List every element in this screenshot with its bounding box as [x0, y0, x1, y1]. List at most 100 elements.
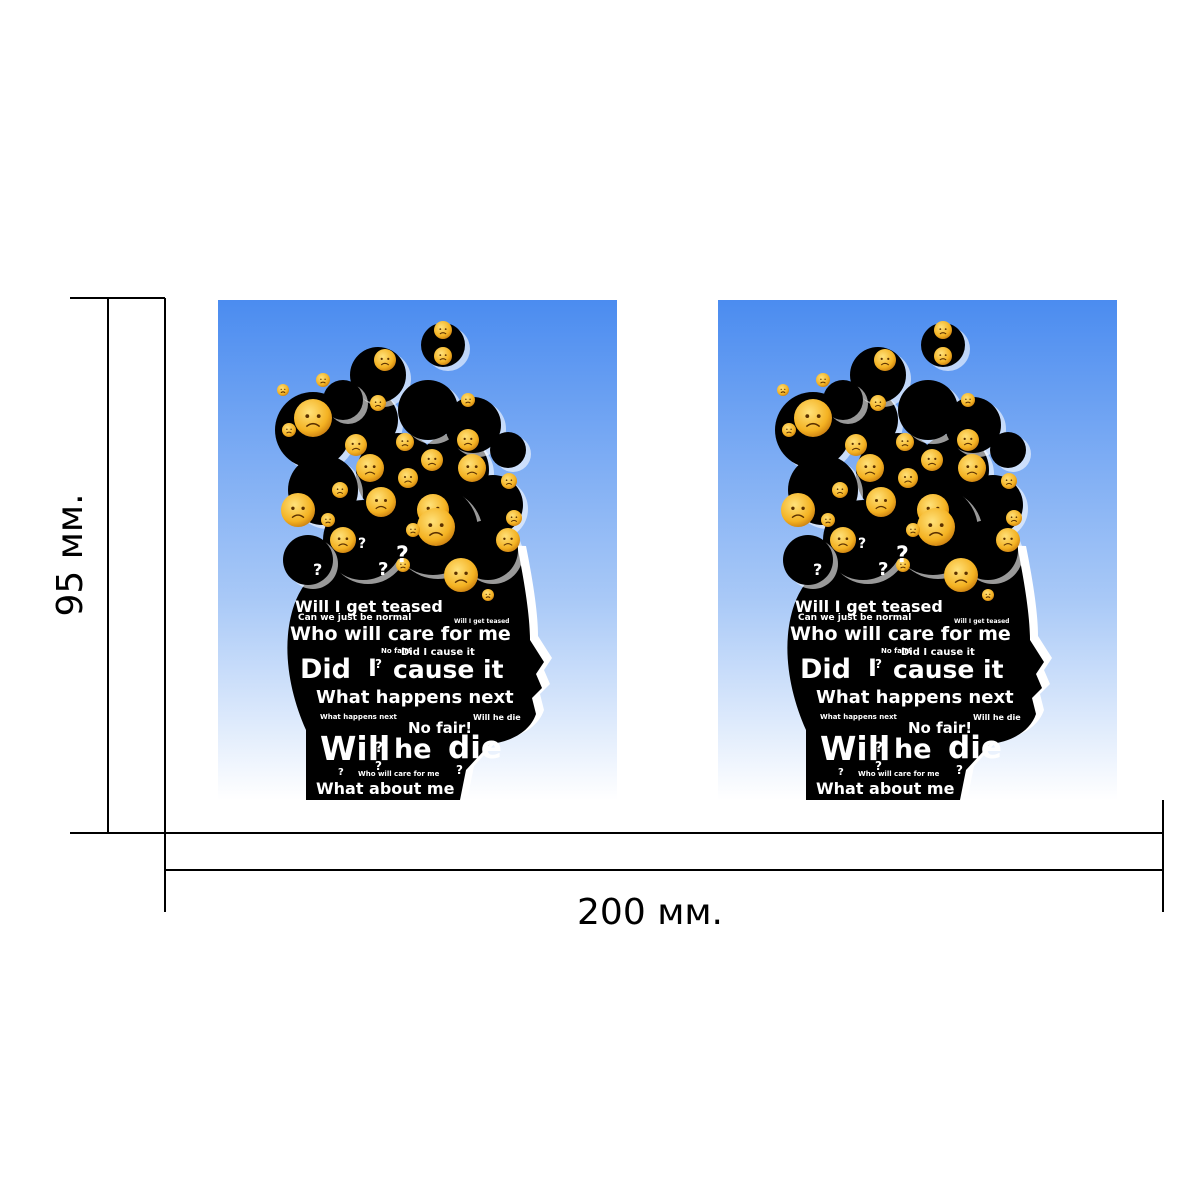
emoji-eye [939, 523, 944, 527]
emoji-eye [906, 440, 909, 442]
head-silhouette [787, 544, 1044, 800]
emoji-mouth [927, 462, 937, 466]
emoji-mouth [400, 566, 406, 569]
emoji-eye [939, 328, 942, 330]
emoji-eye [880, 357, 883, 360]
emoji-mouth [965, 401, 971, 404]
emoji-eye [489, 593, 491, 595]
emoji-eye [841, 488, 844, 490]
emoji-eye [374, 401, 377, 403]
phrase: Will I get teased [295, 597, 443, 616]
phrase: ? [378, 559, 388, 580]
emoji-mouth [820, 381, 826, 384]
emoji-eye [375, 499, 378, 502]
emoji-eye [404, 563, 406, 565]
emoji-face [845, 434, 867, 456]
emoji-eye [404, 476, 406, 478]
emoji-face [332, 482, 348, 498]
emoji-eye [791, 506, 795, 510]
emoji-face [356, 454, 384, 482]
puzzle-piece [898, 380, 958, 440]
emoji-face [906, 523, 920, 537]
emoji-face [996, 528, 1020, 552]
emoji-eye [784, 388, 786, 390]
emoji-eye [829, 518, 831, 520]
emoji-face [396, 558, 410, 572]
phrase: What happens next [816, 687, 1014, 708]
emoji-face [921, 449, 943, 471]
emoji-eye [465, 398, 467, 400]
emoji-eye [820, 378, 822, 380]
emoji-face [934, 321, 952, 339]
emoji-mouth [325, 521, 331, 524]
emoji-mouth [466, 471, 478, 475]
phrase: Can we just be normal [798, 613, 911, 623]
emoji-eye [406, 440, 409, 442]
emoji-mouth [375, 505, 387, 510]
phrase: ? [396, 543, 409, 568]
emoji-eye [414, 528, 416, 530]
emoji-face [417, 508, 455, 546]
emoji-face [366, 487, 396, 517]
phrase: die [448, 730, 502, 766]
emoji-eye [439, 354, 442, 356]
phrase: ? [313, 560, 322, 579]
emoji-mouth [954, 579, 968, 584]
phrase: die [948, 730, 1002, 766]
emoji-mouth [465, 401, 471, 404]
emoji-eye [780, 388, 782, 390]
emoji-face [444, 558, 478, 592]
emoji-mouth [463, 442, 473, 446]
emoji-eye [939, 354, 942, 356]
emoji-mouth [939, 358, 947, 361]
emoji-mouth [928, 531, 944, 537]
phrase: Did [300, 654, 351, 685]
phrase: What about me [316, 779, 455, 798]
phrase: ? [375, 759, 382, 773]
emoji-mouth [503, 543, 513, 546]
phrase: he [894, 734, 932, 765]
emoji-eye [874, 401, 877, 403]
emoji-eye [291, 506, 295, 510]
emoji-eye [964, 571, 968, 575]
emoji-mouth [401, 444, 409, 447]
emoji-face [870, 395, 886, 411]
emoji-mouth [364, 471, 376, 475]
emoji-mouth [305, 422, 321, 428]
emoji-eye [466, 465, 470, 468]
emoji-mouth [286, 431, 292, 434]
emoji-mouth [336, 491, 344, 494]
phrase: What happens next [316, 687, 514, 708]
emoji-mouth [838, 543, 848, 547]
emoji-mouth [439, 332, 447, 335]
emoji-eye [825, 518, 827, 520]
emoji-eye [320, 378, 322, 380]
emoji-eye [439, 328, 442, 330]
emoji-face [396, 433, 414, 451]
emoji-eye [970, 437, 973, 440]
emoji-eye [505, 479, 508, 481]
emoji-eye [974, 465, 978, 468]
emoji-eye [875, 499, 878, 502]
emoji-eye [965, 398, 967, 400]
emoji-mouth [851, 447, 861, 451]
emoji-mouth [910, 531, 916, 534]
emoji-mouth [1005, 482, 1013, 485]
emoji-face [958, 454, 986, 482]
emoji-eye [884, 499, 887, 502]
emoji-eye [963, 437, 966, 440]
phrase: No fair! [381, 647, 411, 655]
emoji-eye [454, 571, 458, 575]
emoji-face [896, 433, 914, 451]
emoji-eye [284, 388, 286, 390]
emoji-mouth [864, 471, 876, 475]
emoji-face [961, 393, 975, 407]
phrase: No fair! [881, 647, 911, 655]
emoji-eye [1010, 516, 1013, 518]
emoji-mouth [963, 442, 973, 446]
emoji-eye [280, 388, 282, 390]
emoji-mouth [786, 431, 792, 434]
phrase: Who will care for me [858, 770, 940, 778]
puzzle-piece [823, 380, 863, 420]
